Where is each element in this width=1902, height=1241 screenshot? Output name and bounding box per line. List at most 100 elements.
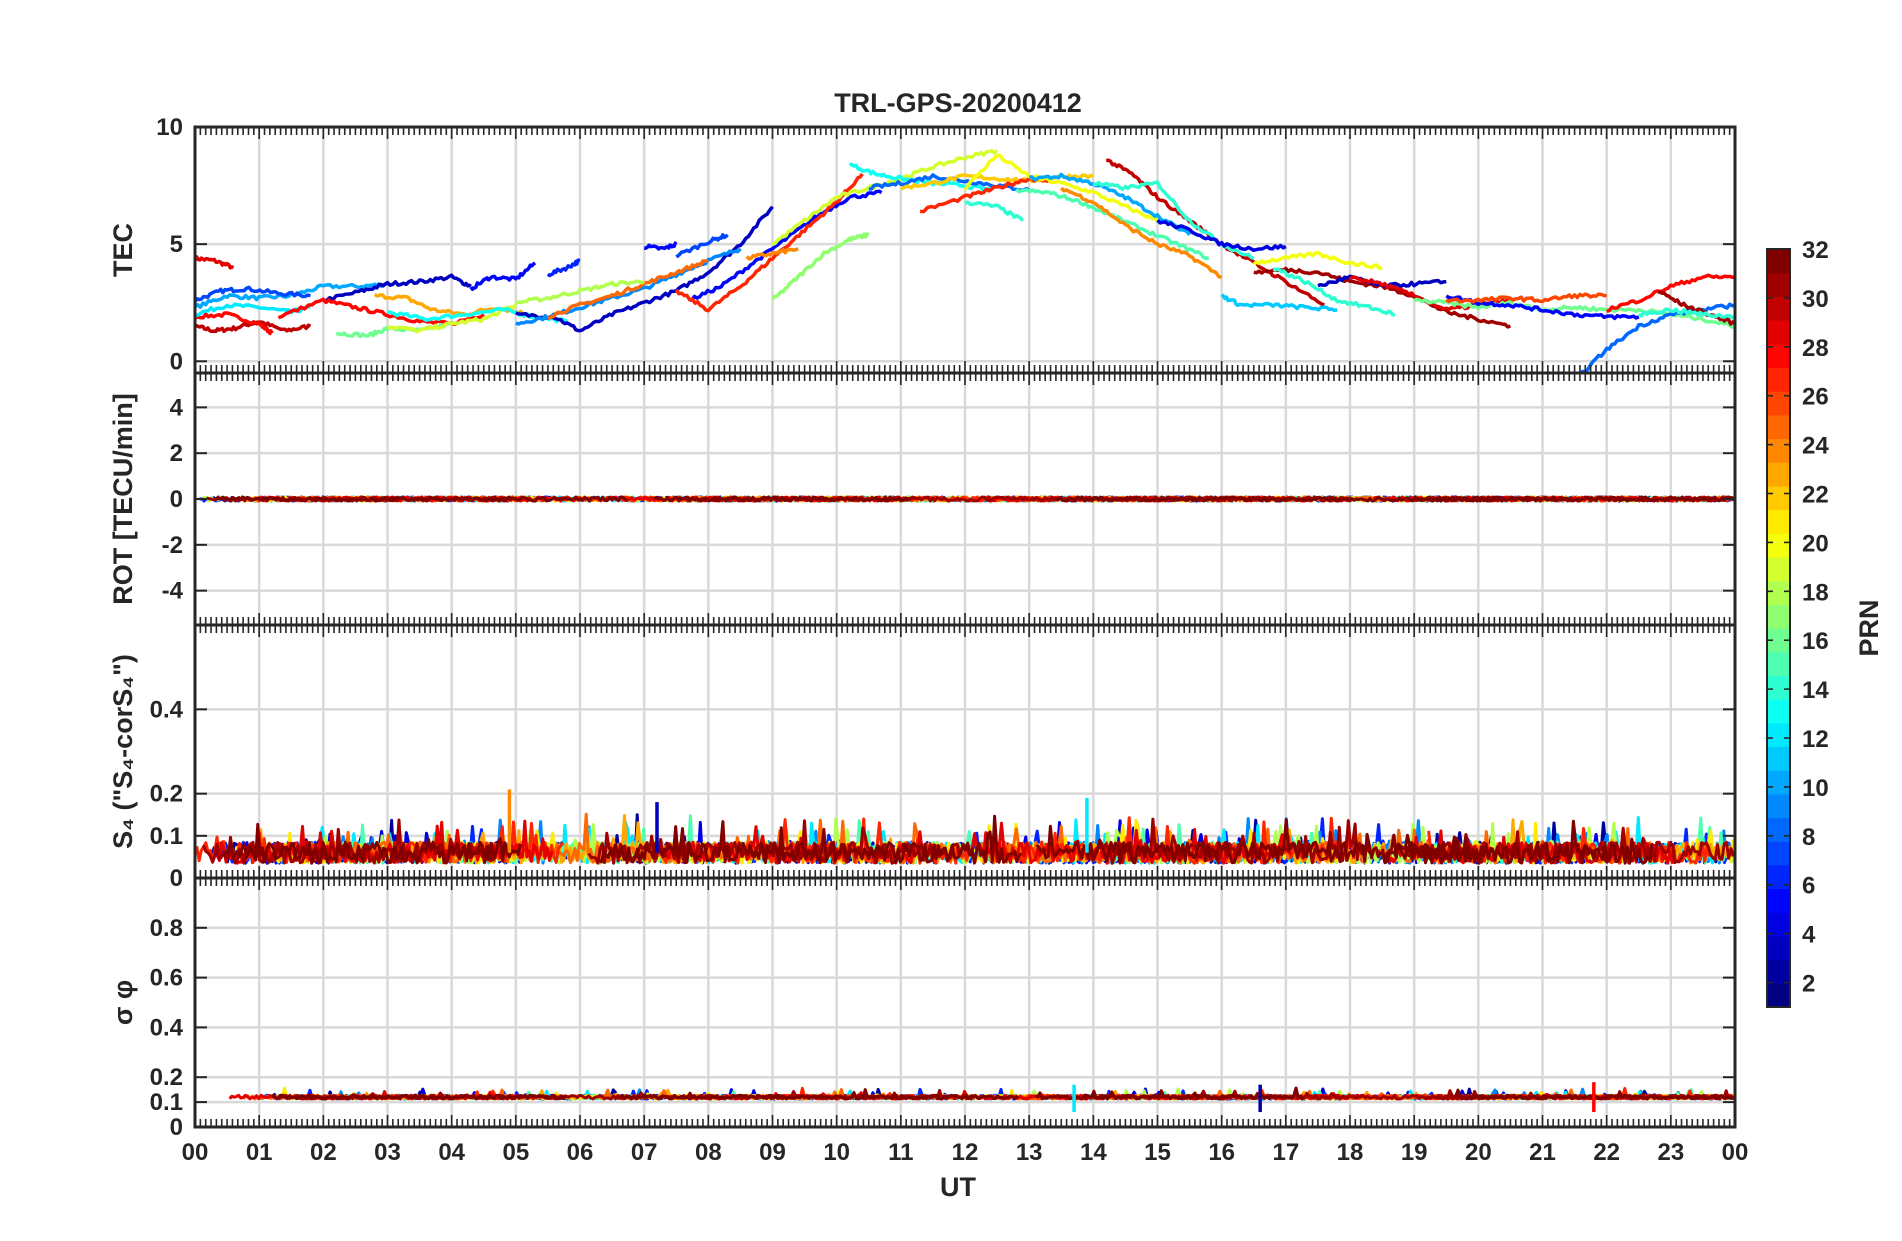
colorbar-segment xyxy=(1767,320,1790,345)
colorbar-tick-label: 12 xyxy=(1802,726,1829,753)
tec-series-prn-5 xyxy=(469,261,537,292)
colorbar-tick-label: 4 xyxy=(1802,922,1816,949)
x-tick-label: 15 xyxy=(1144,1139,1171,1166)
colorbar-tick-label: 10 xyxy=(1802,775,1829,802)
tec-series-prn-13 xyxy=(848,162,992,192)
x-minor-ticks-tec xyxy=(194,127,1736,373)
colorbar-tick-label: 22 xyxy=(1802,482,1829,509)
x-tick-label: 13 xyxy=(1016,1139,1043,1166)
tec-series-prn-24 xyxy=(1060,186,1222,279)
panel-tec: 0 5 10 TEC xyxy=(108,114,1737,375)
series-tec xyxy=(195,149,1735,373)
x-tick-label: 14 xyxy=(1080,1139,1107,1166)
colorbar-tick-label: 20 xyxy=(1802,530,1829,557)
tec-series-prn-24 xyxy=(745,247,799,261)
x-tick-label: 17 xyxy=(1272,1139,1299,1166)
tec-series-prn-25 xyxy=(547,258,709,320)
tec-series-prn-19 xyxy=(387,303,517,334)
colorbar-segment xyxy=(1767,556,1790,582)
tec-series-prn-14 xyxy=(1093,180,1255,260)
s4-series-prn-32 xyxy=(598,814,1023,865)
y-tick-label: 0.2 xyxy=(150,1064,183,1091)
tec-series-prn-28 xyxy=(1606,273,1735,313)
colorbar-segment xyxy=(1767,604,1790,629)
sigma_phi-series-prn-32 xyxy=(1035,1086,1304,1101)
tec-series-prn-5 xyxy=(643,241,678,251)
y-tick-label: 0.8 xyxy=(150,915,183,942)
series-rot xyxy=(199,495,1735,503)
colorbar-segment xyxy=(1767,509,1790,534)
x-tick-label: 08 xyxy=(695,1139,722,1166)
x-tick-label: 21 xyxy=(1529,1139,1556,1166)
y-tick-label: 0.1 xyxy=(150,823,183,850)
colorbar-segment xyxy=(1767,817,1790,842)
x-tick-label: 19 xyxy=(1401,1139,1428,1166)
colorbar-tick-label: 26 xyxy=(1802,384,1829,411)
colorbar-tick-label: 18 xyxy=(1802,579,1829,606)
colorbar-segment xyxy=(1767,249,1790,274)
s4-series-prn-32 xyxy=(1381,819,1654,865)
sigma_phi-series-prn-32 xyxy=(619,1088,1019,1101)
colorbar-segment xyxy=(1767,391,1790,416)
y-tick-label: 0.4 xyxy=(150,696,184,723)
y-tick-label: 0.1 xyxy=(150,1089,183,1116)
x-tick-label: 01 xyxy=(246,1139,273,1166)
colorbar-segment xyxy=(1767,485,1790,511)
y-tick-label: 0 xyxy=(170,348,183,375)
chart-title: TRL-GPS-20200412 xyxy=(834,88,1082,118)
tec-series-prn-6 xyxy=(546,258,581,278)
colorbar-tick-label: 6 xyxy=(1802,873,1815,900)
tec-series-prn-20 xyxy=(963,153,1159,222)
rot-series-prn-32 xyxy=(653,495,911,503)
colorbar-segment xyxy=(1767,746,1790,771)
colorbar-segment xyxy=(1767,367,1790,392)
colorbar-segment xyxy=(1767,296,1790,321)
colorbar-tick-label: 32 xyxy=(1802,237,1829,264)
colorbar-segment xyxy=(1767,770,1790,795)
tec-series-prn-18 xyxy=(514,279,645,306)
tec-series-prn-4 xyxy=(1156,219,1287,253)
y-tick-label: 2 xyxy=(170,440,183,467)
colorbar-segment xyxy=(1767,675,1790,700)
sigma_phi-series-prn-32 xyxy=(271,1093,567,1101)
colorbar-segment xyxy=(1767,793,1790,819)
tec-series-prn-7 xyxy=(675,233,729,259)
x-tick-label: 00 xyxy=(182,1139,209,1166)
x-tick-label: 00 xyxy=(1722,1139,1749,1166)
x-tick-label: 03 xyxy=(374,1139,401,1166)
colorbar-tick-label: 2 xyxy=(1802,971,1815,998)
tec-series-prn-11 xyxy=(1220,293,1338,313)
colorbar-segment xyxy=(1767,651,1790,676)
colorbar-tick-label: 30 xyxy=(1802,286,1829,313)
colorbar-segment xyxy=(1767,462,1790,487)
colorbar-tick-label: 24 xyxy=(1802,433,1829,460)
colorbar-segment xyxy=(1767,272,1790,297)
x-minor-ticks-s4 xyxy=(194,625,1736,878)
tec-series-prn-28 xyxy=(195,311,274,336)
y-tick-label: 0 xyxy=(170,865,183,892)
y-tick-label: 0 xyxy=(170,1114,183,1141)
colorbar-segment xyxy=(1767,533,1790,558)
x-tick-label: 05 xyxy=(502,1139,529,1166)
colorbar-segment xyxy=(1767,414,1790,440)
colorbar-segment xyxy=(1767,628,1790,653)
y-axis-label-rot: ROT [TECU/min] xyxy=(108,393,138,604)
colorbar-label: PRN xyxy=(1854,599,1884,656)
y-tick-label: -2 xyxy=(162,532,183,559)
colorbar-tick-label: 14 xyxy=(1802,677,1829,704)
tec-series-prn-8 xyxy=(1577,302,1735,373)
x-tick-labels: 00 01 02 03 04 05 06 07 08 09 10 11 12 13 14 15 16 17 18 19… xyxy=(182,1139,1749,1166)
panel-s4: 0 0.1 0.2 0.4 S₄ ("S₄-corS₄") xyxy=(108,623,1737,892)
x-tick-label: 18 xyxy=(1337,1139,1364,1166)
rot-series-prn-32 xyxy=(1413,495,1734,503)
series-s4 xyxy=(195,789,1735,865)
tec-series-prn-20 xyxy=(1252,250,1383,271)
tec-series-prn-3 xyxy=(515,205,774,333)
y-tick-label: 10 xyxy=(156,114,183,141)
grid-sigma_phi xyxy=(195,878,1735,1129)
colorbar-segment xyxy=(1767,864,1790,890)
colorbar-tick-label: 16 xyxy=(1802,628,1829,655)
tec-series-prn-14 xyxy=(964,200,1025,222)
